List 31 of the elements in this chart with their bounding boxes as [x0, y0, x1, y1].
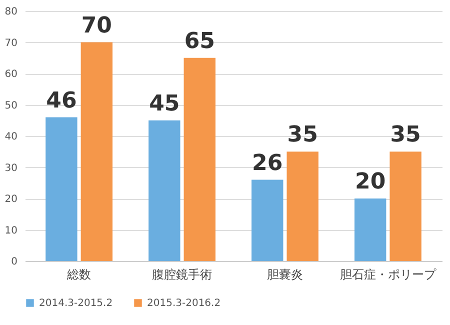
- bar: [354, 198, 386, 261]
- x-tick-label: 胆嚢炎: [266, 268, 303, 282]
- legend-label: 2015.3-2016.2: [147, 298, 221, 309]
- data-label: 20: [355, 170, 386, 194]
- bar: [46, 117, 78, 261]
- y-tick-label: 60: [4, 69, 18, 80]
- data-label: 70: [81, 13, 112, 38]
- y-tick-label: 70: [4, 38, 18, 49]
- x-tick-label: 胆石症・ポリープ: [340, 268, 437, 282]
- data-label: 26: [252, 150, 283, 176]
- y-tick-label: 20: [4, 194, 18, 205]
- y-tick-label: 0: [11, 256, 18, 268]
- bar: [184, 58, 216, 261]
- bar: [252, 180, 284, 261]
- y-tick-label: 80: [4, 6, 18, 18]
- bar: [148, 120, 180, 261]
- legend-label: 2014.3-2015.2: [39, 298, 113, 309]
- y-tick-label: 10: [4, 225, 18, 236]
- data-label: 45: [149, 91, 180, 116]
- bar: [80, 42, 113, 261]
- data-label: 35: [287, 122, 318, 148]
- y-tick-label: 40: [4, 132, 18, 142]
- bar: [390, 152, 422, 261]
- data-label: 46: [46, 88, 77, 114]
- y-tick-label: 30: [4, 162, 18, 174]
- bar: [286, 152, 318, 261]
- x-tick-label: 総数: [66, 268, 92, 282]
- y-tick-label: 50: [4, 100, 18, 112]
- x-tick-label: 腹腔鏡手術: [152, 268, 212, 282]
- data-label: 65: [184, 28, 215, 54]
- data-label: 35: [390, 122, 421, 148]
